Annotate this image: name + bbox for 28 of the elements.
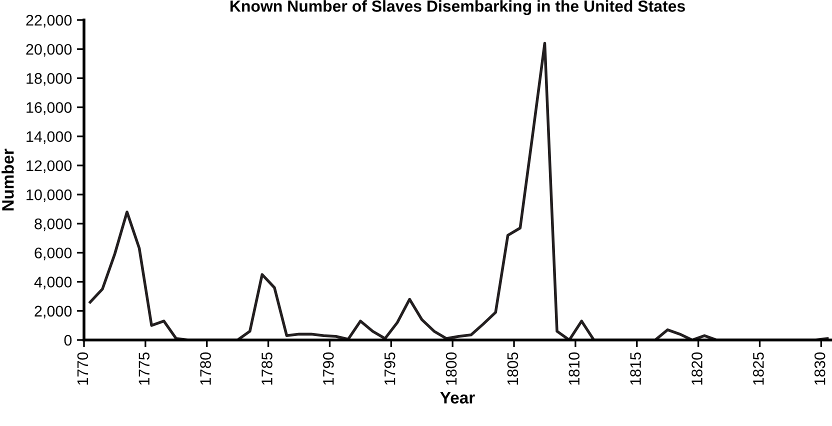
y-tick-label: 12,000 bbox=[26, 160, 72, 173]
x-tick-label: 1810 bbox=[568, 352, 580, 385]
y-axis-title: Number bbox=[2, 148, 14, 210]
x-tick-label: 1800 bbox=[446, 352, 457, 385]
x-tick-label: 1785 bbox=[262, 352, 272, 385]
x-tick-label: 1805 bbox=[507, 352, 518, 385]
y-tick-label: 0 bbox=[64, 334, 72, 346]
x-tick-label: 1815 bbox=[630, 352, 641, 385]
y-tick-label: 10,000 bbox=[26, 189, 72, 202]
chart-title: Known Number of Slaves Disembarking in the United States bbox=[230, 0, 685, 16]
y-tick-label: 22,000 bbox=[26, 14, 72, 28]
x-axis-title: Year bbox=[440, 392, 475, 404]
x-tick-label: 1830 bbox=[814, 352, 826, 385]
x-tick-label: 1780 bbox=[200, 352, 211, 385]
y-tick-label: 4,000 bbox=[34, 276, 72, 290]
y-tick-label: 18,000 bbox=[26, 73, 72, 86]
y-tick-label: 2,000 bbox=[34, 306, 72, 318]
x-tick-label: 1825 bbox=[753, 352, 764, 385]
y-tick-label: 14,000 bbox=[26, 131, 72, 144]
y-tick-label: 20,000 bbox=[26, 44, 72, 57]
y-tick-label: 16,000 bbox=[26, 102, 72, 115]
y-tick-label: 6,000 bbox=[34, 248, 72, 260]
y-tick-label: 8,000 bbox=[34, 218, 72, 232]
x-tick-label: 1790 bbox=[323, 352, 334, 385]
x-tick-label: 1820 bbox=[692, 352, 702, 385]
x-tick-label: 1770 bbox=[77, 352, 88, 385]
x-tick-label: 1775 bbox=[138, 352, 150, 385]
x-tick-label: 1795 bbox=[384, 352, 396, 385]
